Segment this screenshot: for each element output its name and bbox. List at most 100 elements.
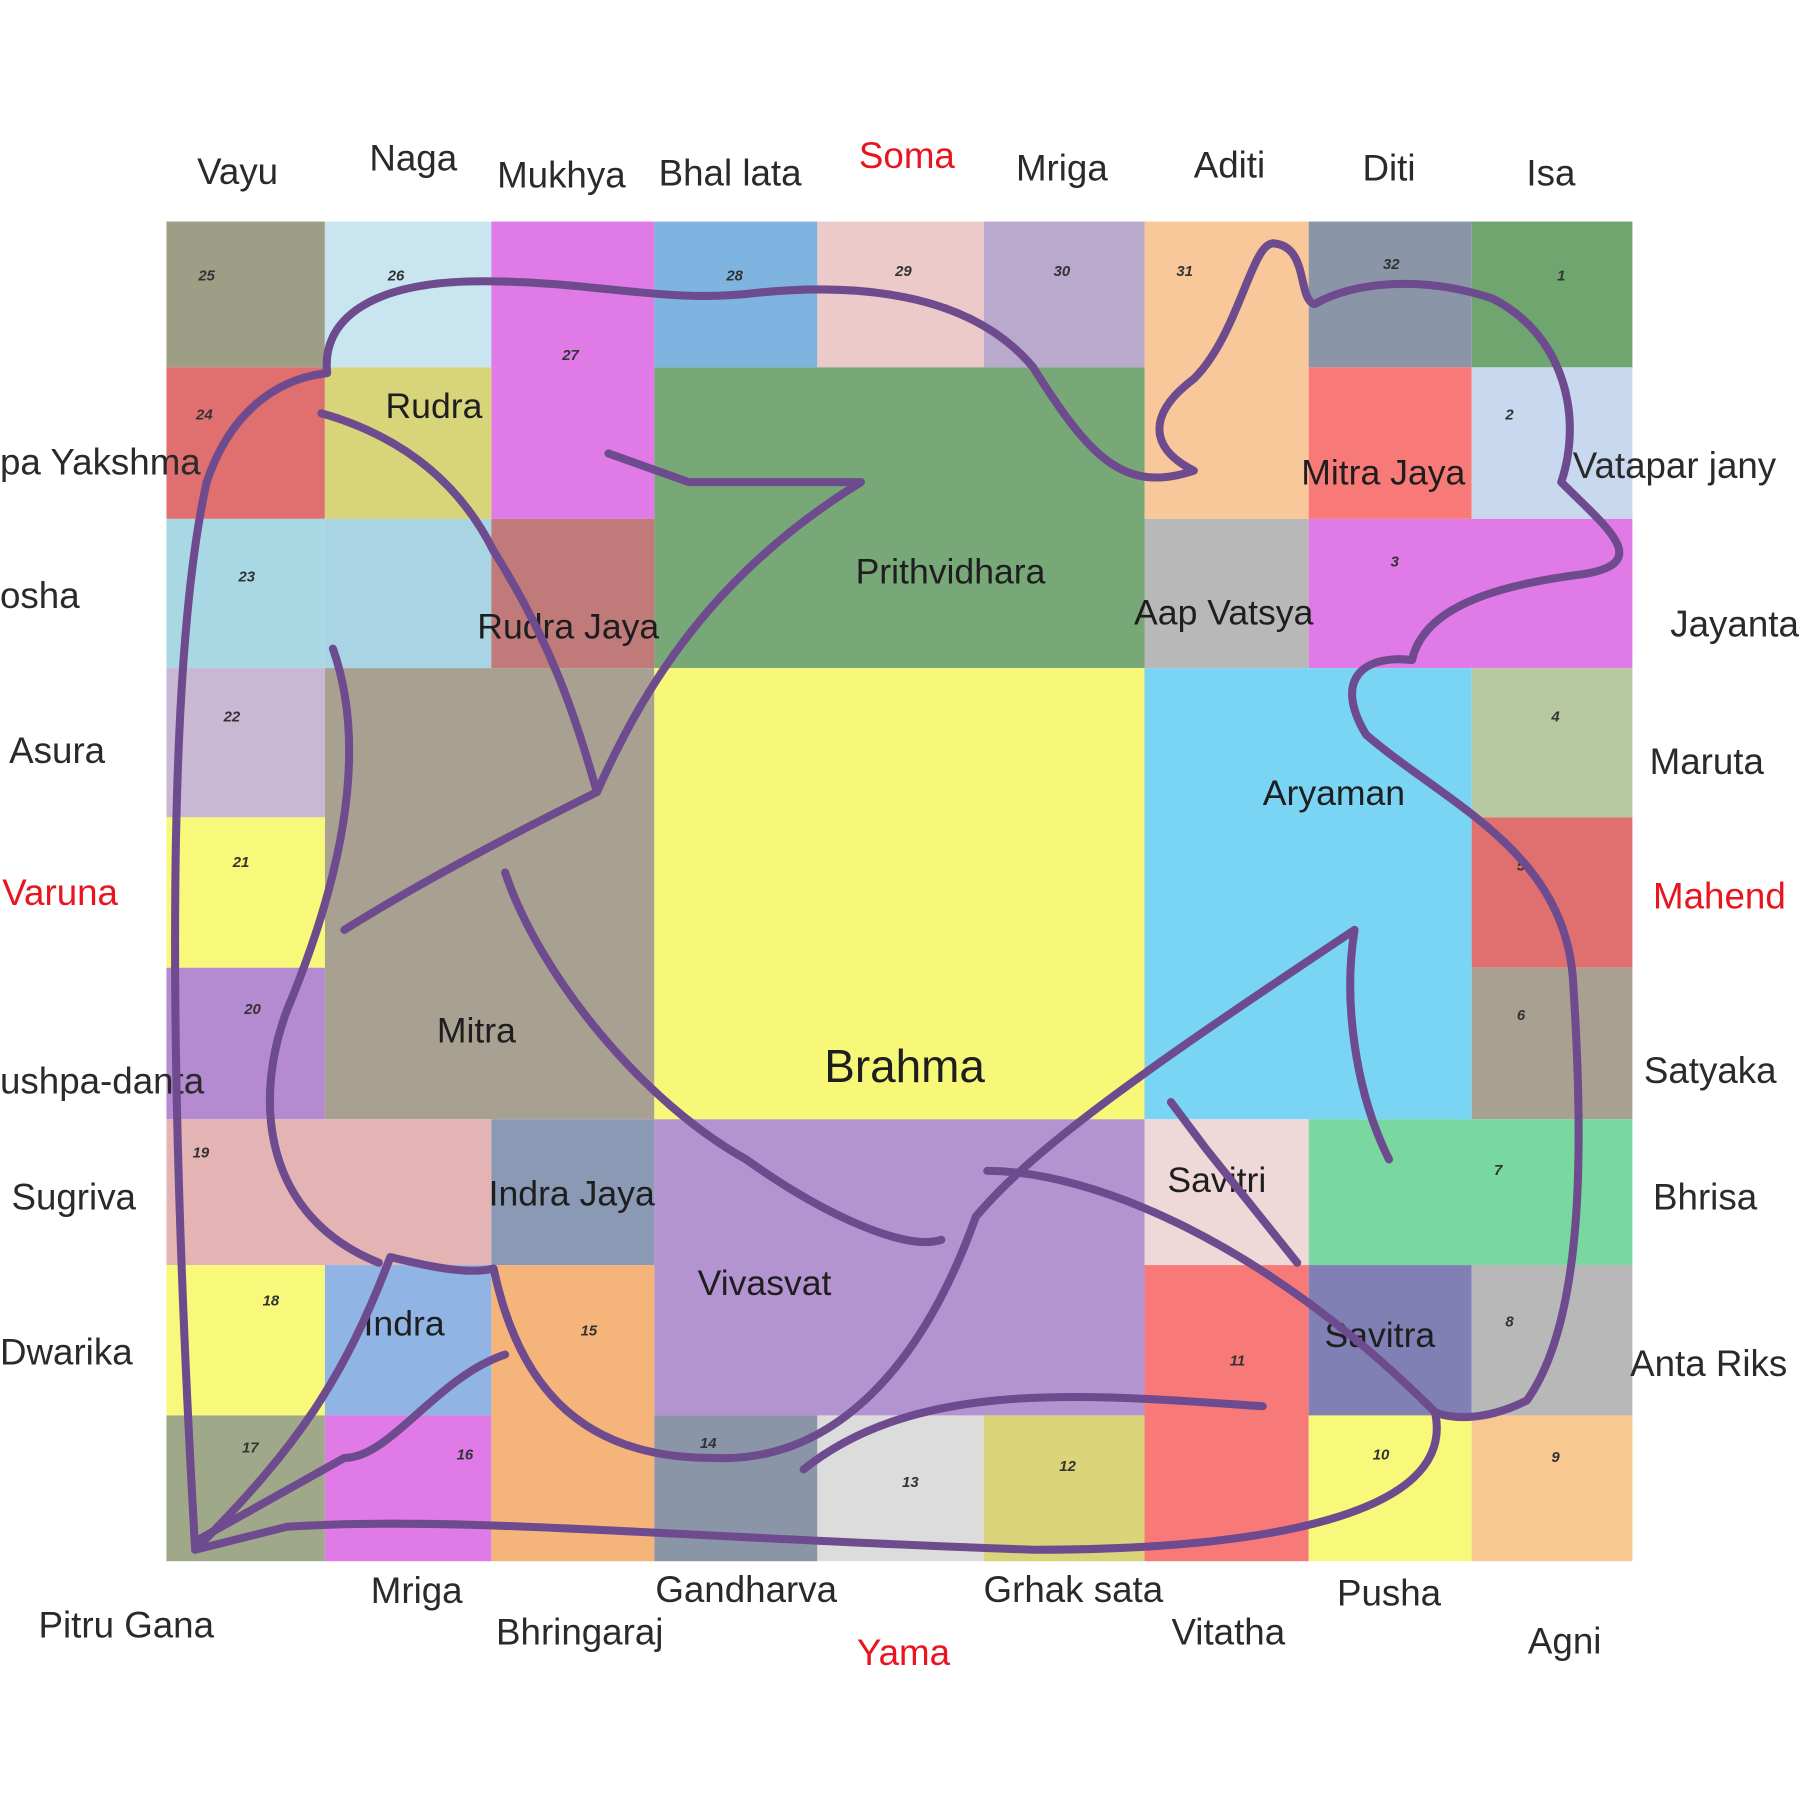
cell-number: 18: [263, 1293, 280, 1310]
cell-label: Savitra: [1324, 1315, 1435, 1355]
cell-label: Aap Vatsya: [1134, 593, 1314, 633]
figure-leg: [191, 925, 1394, 1554]
outer-label: Vitatha: [1171, 1611, 1285, 1652]
outer-label: Grhak sata: [984, 1569, 1164, 1610]
cell-number: 8: [1505, 1313, 1514, 1330]
grid-cell: [166, 1265, 325, 1416]
figure-arm: [501, 868, 946, 1247]
outer-label: Bhringaraj: [496, 1611, 663, 1652]
cell-number: 17: [242, 1440, 259, 1457]
grid-cell: [983, 1415, 1145, 1562]
cell-number: 12: [1059, 1458, 1076, 1475]
outer-label: Vayu: [197, 151, 278, 192]
figure-arm: [340, 788, 601, 934]
cell-number: 13: [902, 1474, 919, 1491]
grid-cell: [324, 221, 492, 368]
figure-outline: [171, 239, 1624, 1554]
cell-number: 32: [1383, 256, 1400, 273]
outer-label: Vatapar jany: [1573, 445, 1777, 486]
cell-number: 26: [387, 268, 405, 285]
figure-foot: [196, 1350, 510, 1543]
cell-number: 30: [1054, 263, 1071, 280]
figure-leg: [983, 1166, 1439, 1417]
cell-label: Brahma: [824, 1040, 985, 1092]
outer-label: Maruta: [1650, 741, 1765, 782]
outer-label: Satyaka: [1644, 1050, 1777, 1091]
cell-label: Indra Jaya: [489, 1174, 655, 1214]
outer-label: Anta Riks: [1630, 1343, 1787, 1384]
cell-number: 27: [561, 347, 579, 364]
grid-cell: [1471, 367, 1633, 519]
grid-cell: [166, 221, 325, 368]
outer-label: Yama: [857, 1632, 951, 1673]
cell-number: 25: [197, 268, 215, 285]
cell-label: Mitra Jaya: [1301, 453, 1465, 493]
cell-number: 31: [1176, 263, 1193, 280]
purusha-figure: [171, 239, 1624, 1554]
grid-cell: [1144, 518, 1309, 669]
outer-label: Aditi: [1194, 144, 1265, 185]
grid-cell: [1144, 668, 1472, 1120]
grid-cell: [491, 221, 655, 519]
outer-label: Dwarika: [0, 1331, 133, 1372]
cell-number: 7: [1494, 1162, 1503, 1179]
outer-label: Pusha: [1337, 1572, 1442, 1613]
grid-cell: [1144, 1265, 1309, 1562]
outer-label: pa Yakshma: [0, 442, 201, 483]
outer-label: Soma: [859, 135, 955, 176]
cell-number: 22: [223, 708, 241, 725]
cell-label: Rudra Jaya: [477, 606, 659, 646]
cell-number: 20: [243, 1001, 261, 1018]
grid-cell: [1471, 221, 1633, 368]
outer-label: ushpa-danta: [0, 1060, 205, 1101]
grid-cell: [1471, 668, 1633, 818]
cell-number: 11: [1230, 1352, 1245, 1369]
cell-label: Prithvidhara: [856, 551, 1046, 591]
cell-number: 28: [725, 268, 743, 285]
grid-cell: [324, 668, 655, 1120]
outer-label: Mriga: [371, 1570, 463, 1611]
outer-label: Mukhya: [497, 155, 626, 196]
outer-label: Agni: [1528, 1621, 1601, 1662]
grid-cell: [324, 1415, 492, 1562]
grid-cell: [1308, 1415, 1472, 1562]
cell-number: 1: [1557, 268, 1565, 285]
grid-cell: [166, 967, 325, 1120]
outer-label: Mahend: [1653, 876, 1786, 917]
outer-label: Asura: [9, 730, 105, 771]
outer-label: osha: [0, 575, 80, 616]
outer-label: Bhrisa: [1653, 1176, 1758, 1217]
cell-number: 3: [1391, 553, 1400, 570]
cell-label: Vivasvat: [698, 1263, 832, 1303]
grid-cell: [1308, 1265, 1472, 1416]
grid-cell: [324, 367, 492, 519]
grid-cell: [491, 1119, 655, 1266]
cell-number: 2: [1504, 406, 1514, 423]
cell-number: 21: [232, 854, 250, 871]
cell-label: Mitra: [437, 1011, 516, 1051]
figure-leg: [1166, 1098, 1302, 1267]
cell-label: Rudra: [385, 386, 482, 426]
outer-label: Diti: [1363, 148, 1416, 189]
figure-arm: [265, 644, 383, 1267]
cell-number: 29: [894, 263, 912, 280]
grid-cell: [1144, 221, 1309, 519]
cell-number: 19: [193, 1145, 210, 1162]
cell-number: 24: [195, 406, 213, 423]
outer-label: Pitru Gana: [39, 1605, 215, 1646]
grid-cell: [1471, 1415, 1633, 1562]
cell-label: Aryaman: [1263, 773, 1405, 813]
outer-label: Mriga: [1016, 148, 1108, 189]
outer-label: Varuna: [2, 872, 118, 913]
cell-number: 4: [1550, 708, 1560, 725]
grid-cell: [1308, 1119, 1633, 1266]
outer-labels: Vayu Naga Mukhya Bhal lata Soma Mriga Aditi Dit…: [0, 135, 1799, 1673]
grid-cell: [1308, 367, 1472, 519]
cell-number: 9: [1551, 1449, 1560, 1466]
outer-label: Naga: [369, 137, 457, 178]
cell-number: 6: [1517, 1007, 1526, 1024]
grid-cell: [166, 817, 325, 968]
cell-label: Indra: [364, 1303, 445, 1343]
grid-cell: [1308, 518, 1633, 669]
